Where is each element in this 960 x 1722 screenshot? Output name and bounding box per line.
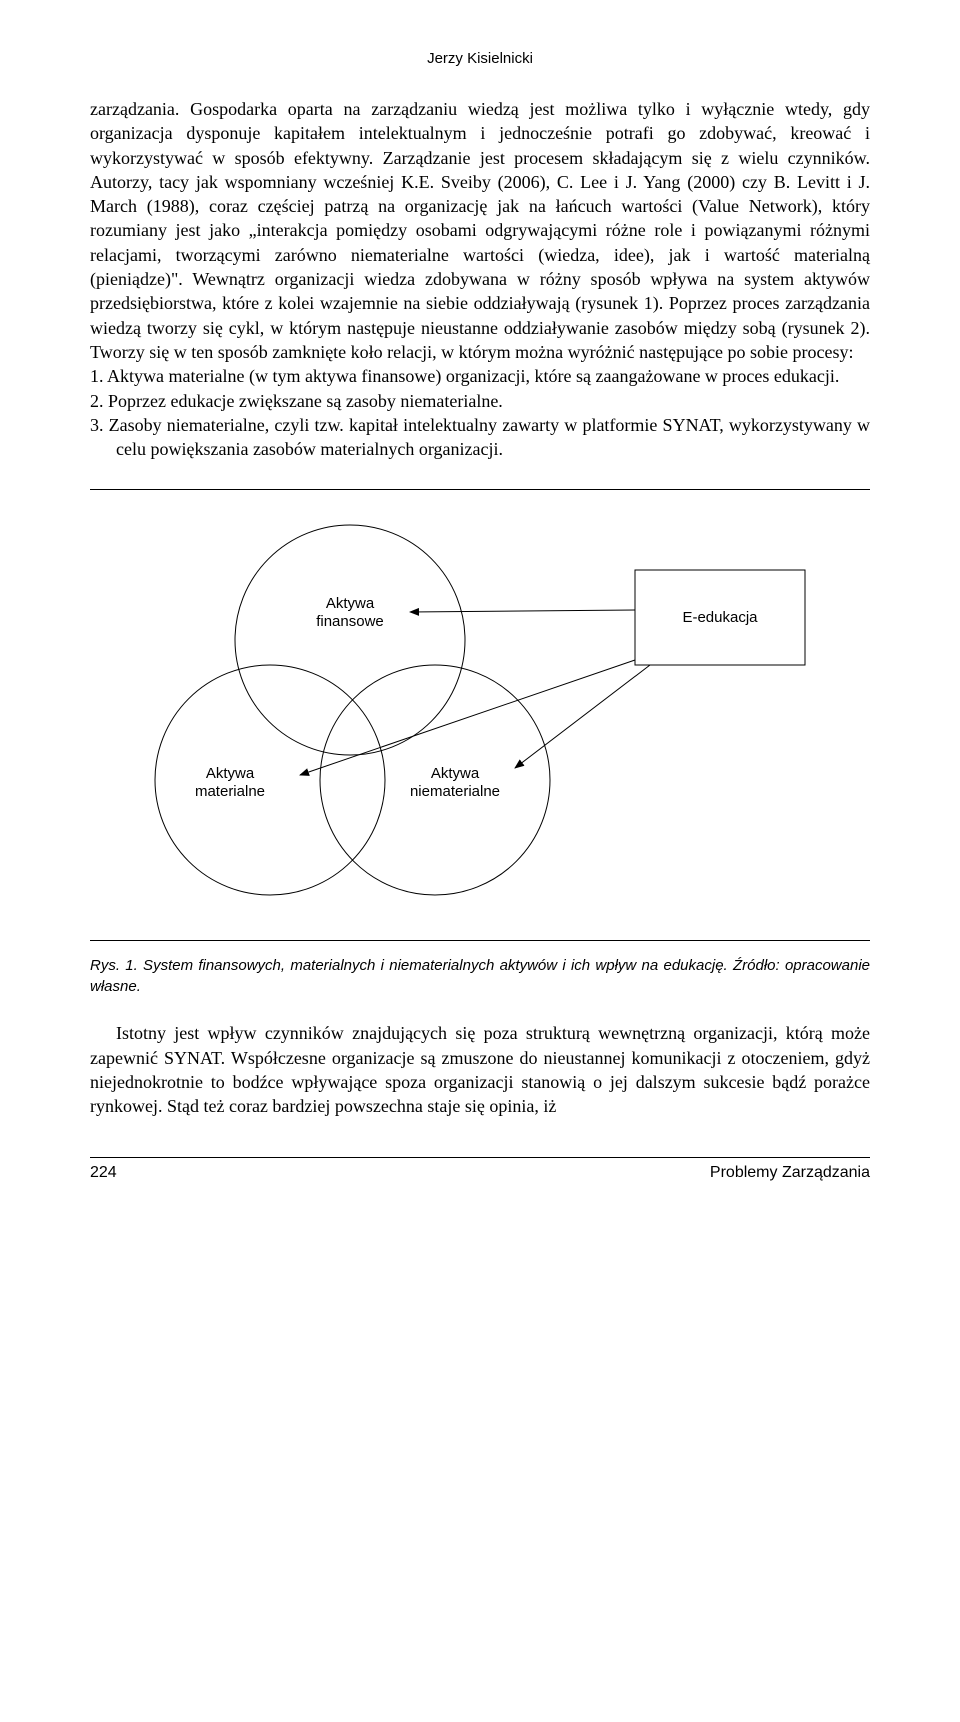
figure-rule-top [90,489,870,490]
paragraph-text: zarządzania. Gospodarka oparta na zarząd… [90,97,870,364]
journal-name: Problemy Zarządzania [710,1164,870,1182]
figure-caption: Rys. 1. System finansowych, materialnych… [90,955,870,997]
page-footer: 224 Problemy Zarządzania [90,1157,870,1182]
list-item: 3. Zasoby niematerialne, czyli tzw. kapi… [90,413,870,462]
process-list: 1. Aktywa materialne (w tym aktywa finan… [90,364,870,461]
closing-text: Istotny jest wpływ czynników znajdującyc… [90,1021,870,1118]
closing-paragraph: Istotny jest wpływ czynników znajdującyc… [90,1021,870,1118]
main-paragraph: zarządzania. Gospodarka oparta na zarząd… [90,97,870,364]
svg-text:finansowe: finansowe [316,613,384,630]
svg-text:materialne: materialne [195,783,265,800]
list-item: 2. Poprzez edukacje zwiększane są zasoby… [90,389,870,413]
list-item: 1. Aktywa materialne (w tym aktywa finan… [90,364,870,388]
figure-1: E-edukacjaAktywafinansoweAktywamaterialn… [90,500,870,930]
running-head: Jerzy Kisielnicki [90,50,870,67]
svg-text:E-edukacja: E-edukacja [682,609,758,626]
svg-text:niematerialne: niematerialne [410,783,500,800]
venn-diagram-svg: E-edukacjaAktywafinansoweAktywamaterialn… [90,500,870,930]
svg-text:Aktywa: Aktywa [431,765,480,782]
svg-text:Aktywa: Aktywa [326,595,375,612]
figure-rule-bottom [90,940,870,941]
page-number: 224 [90,1164,117,1182]
svg-text:Aktywa: Aktywa [206,765,255,782]
